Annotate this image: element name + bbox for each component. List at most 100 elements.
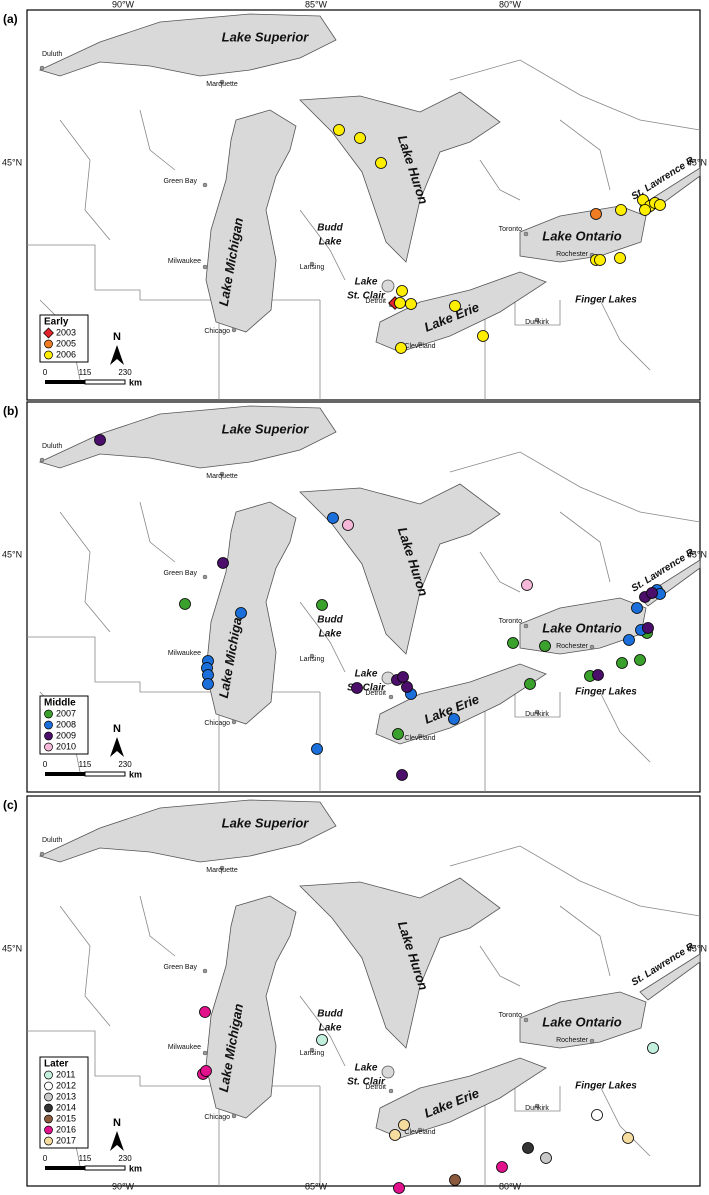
city-label: Marquette	[206, 473, 238, 480]
city-label: Chicago	[204, 1114, 230, 1121]
feature-label: Finger Lakes	[575, 1081, 637, 1092]
north-label: N	[113, 723, 121, 735]
legend-marker	[43, 327, 54, 339]
city-label: Marquette	[206, 867, 238, 874]
scale-unit: km	[129, 377, 142, 387]
scale-label: 0	[43, 1154, 48, 1163]
site-marker	[524, 678, 536, 690]
city-label: Cleveland	[404, 343, 435, 350]
site-marker	[396, 285, 408, 297]
scale-bar	[84, 1165, 126, 1171]
longitude-label: 80°W	[499, 0, 522, 9]
city-label: Duluth	[42, 51, 62, 58]
site-marker	[623, 634, 635, 646]
legend-label: 2008	[56, 719, 76, 729]
feature-label: St. Clair	[347, 1077, 386, 1088]
legend-label: 2013	[56, 1091, 76, 1101]
legend-marker	[44, 709, 53, 719]
site-marker	[521, 579, 533, 591]
feature-label: Lake	[355, 277, 378, 288]
site-marker	[592, 669, 604, 681]
site-marker	[449, 1174, 461, 1186]
site-marker	[631, 602, 643, 614]
north-arrow	[110, 345, 124, 365]
site-marker	[392, 728, 404, 740]
scale-label: 115	[79, 760, 92, 769]
site-marker	[594, 254, 606, 266]
city-label: Lansing	[300, 1050, 325, 1057]
legend-label: 2009	[56, 730, 76, 740]
latitude-label: 45°N	[687, 943, 707, 953]
site-marker	[397, 671, 409, 683]
site-marker	[622, 1132, 634, 1144]
site-marker	[477, 330, 489, 342]
feature-label: Finger Lakes	[575, 687, 637, 698]
legend-marker	[44, 1136, 53, 1146]
legend-label: 2006	[56, 349, 76, 359]
site-marker	[342, 519, 354, 531]
site-marker	[202, 678, 214, 690]
site-marker	[235, 607, 247, 619]
latitude-label: 45°N	[687, 549, 707, 559]
city-label: Rochester	[556, 1037, 589, 1044]
feature-label: Budd	[317, 223, 343, 234]
longitude-label: 85°W	[305, 0, 328, 9]
scale-label: 230	[118, 760, 132, 769]
site-marker	[311, 743, 323, 755]
legend-marker	[44, 1125, 53, 1135]
city-label: Detroit	[365, 298, 386, 305]
legend-marker	[44, 339, 53, 349]
city-label: Toronto	[499, 1012, 522, 1019]
site-marker	[448, 713, 460, 725]
site-marker	[389, 1129, 401, 1141]
scale-label: 115	[79, 1154, 92, 1163]
scale-label: 230	[118, 1154, 132, 1163]
site-marker	[354, 132, 366, 144]
scale-unit: km	[129, 1163, 142, 1173]
city-label: Cleveland	[404, 735, 435, 742]
site-marker	[396, 769, 408, 781]
site-marker	[394, 297, 406, 309]
north-arrow	[110, 1131, 124, 1151]
site-marker	[654, 199, 666, 211]
site-marker	[591, 1109, 603, 1121]
site-marker	[590, 208, 602, 220]
site-marker	[646, 587, 658, 599]
site-marker	[199, 1006, 211, 1018]
feature-label: Budd	[317, 1009, 343, 1020]
scale-bar	[45, 380, 85, 384]
longitude-label: 80°W	[499, 1181, 522, 1191]
scale-bar	[84, 771, 126, 777]
site-marker	[393, 1182, 405, 1194]
longitude-label: 85°W	[305, 1181, 328, 1191]
legend-marker	[44, 1070, 53, 1080]
lake-label: Lake Ontario	[542, 1014, 622, 1029]
site-marker	[333, 124, 345, 136]
site-marker	[647, 1042, 659, 1054]
city-label: Toronto	[499, 618, 522, 625]
scale-unit: km	[129, 769, 142, 779]
lake-label: Lake Superior	[222, 421, 310, 436]
city-label: Rochester	[556, 643, 589, 650]
panel-label: (b)	[3, 404, 18, 418]
longitude-label: 90°W	[112, 1181, 135, 1191]
site-marker	[507, 637, 519, 649]
site-marker	[316, 1034, 328, 1046]
legend-label: 2005	[56, 338, 76, 348]
longitude-label: 90°W	[112, 0, 135, 9]
legend-marker	[44, 1103, 53, 1113]
legend-marker	[44, 1081, 53, 1091]
site-marker	[217, 557, 229, 569]
site-marker	[616, 657, 628, 669]
feature-label: Lake	[355, 669, 378, 680]
city-label: Rochester	[556, 251, 589, 258]
legend-marker	[44, 720, 53, 730]
site-marker	[401, 681, 413, 693]
city-label: Dunkirk	[525, 319, 549, 326]
city-label: Cleveland	[404, 1129, 435, 1136]
city-label: Chicago	[204, 720, 230, 727]
legend-label: 2007	[56, 708, 76, 718]
north-arrow	[110, 737, 124, 757]
